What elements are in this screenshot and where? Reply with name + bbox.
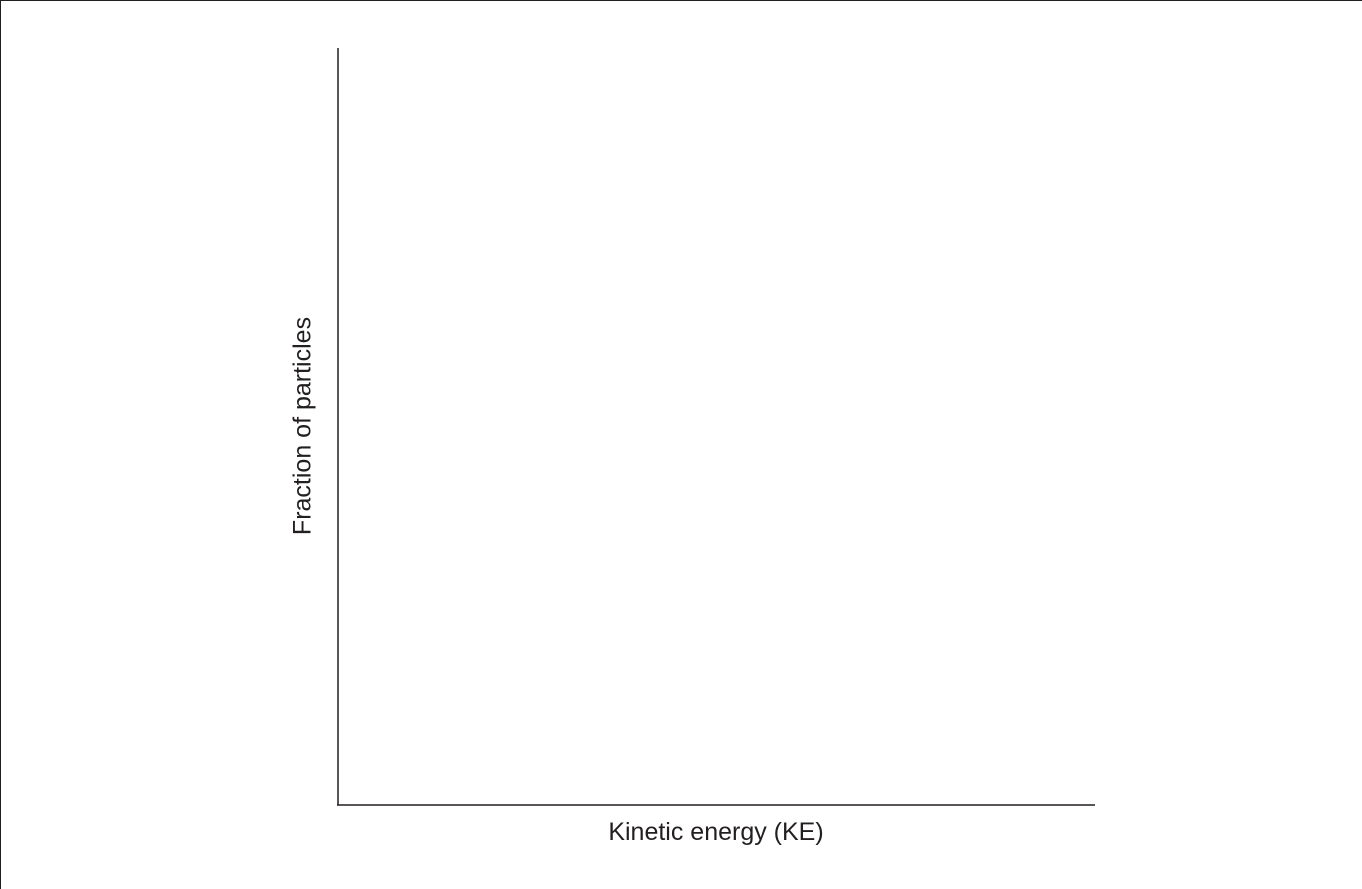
x-axis-label: Kinetic energy (KE) — [608, 818, 824, 846]
y-axis-label: Fraction of particles — [288, 316, 317, 536]
